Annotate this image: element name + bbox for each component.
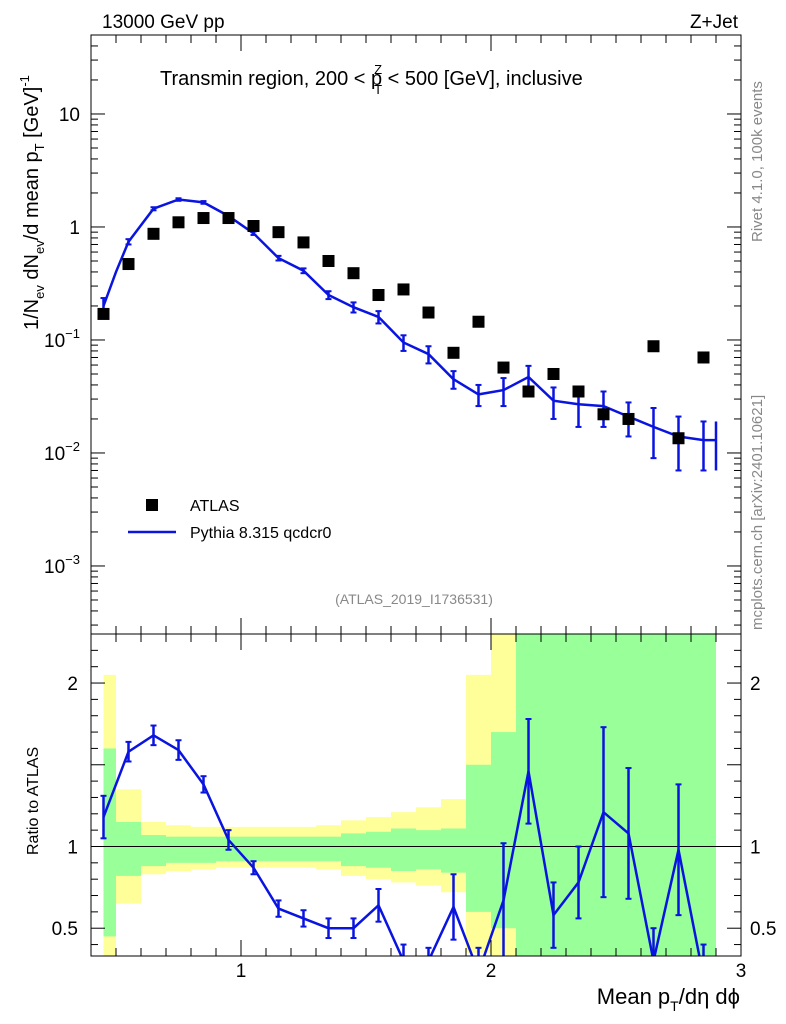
ratio-y-tick-label-right: 2 bbox=[750, 674, 761, 695]
atlas-point bbox=[647, 340, 660, 353]
ratio-uncertainty-bands bbox=[103, 634, 716, 956]
atlas-point bbox=[172, 216, 185, 229]
mcplots-label: mcplots.cern.ch [arXiv:2401.10621] bbox=[749, 395, 766, 630]
ratio-band-inner bbox=[291, 836, 316, 862]
atlas-point bbox=[97, 307, 110, 320]
ratio-x-tick-labels: 1 2 3 bbox=[236, 961, 747, 982]
ratio-band-inner bbox=[466, 764, 491, 912]
atlas-point bbox=[297, 236, 310, 249]
ratio-band-inner bbox=[691, 634, 716, 956]
main-y-tick-labels: 10 1 10−1 10−2 10−3 bbox=[44, 105, 80, 578]
atlas-point bbox=[397, 283, 410, 296]
atlas-point bbox=[697, 351, 710, 364]
ratio-y-tick-label-right: 0.5 bbox=[750, 919, 776, 940]
atlas-point bbox=[372, 289, 385, 302]
main-y-tick-label: 10−3 bbox=[44, 552, 80, 578]
atlas-point bbox=[522, 385, 535, 398]
ratio-x-tick-label: 3 bbox=[736, 961, 747, 982]
atlas-point bbox=[672, 432, 685, 445]
ratio-y-tick-label-right: 1 bbox=[750, 837, 761, 858]
ratio-band-inner bbox=[416, 830, 441, 870]
ratio-band-inner bbox=[141, 835, 166, 867]
atlas-point bbox=[247, 220, 260, 233]
energy-label: 13000 GeV pp bbox=[102, 12, 225, 33]
atlas-point bbox=[622, 412, 635, 425]
ratio-band-inner bbox=[341, 833, 366, 867]
main-frame bbox=[90, 34, 742, 635]
title-sub: T bbox=[374, 82, 382, 97]
plot-title: Transmin region, 200 < pZ T < 500 [GeV], … bbox=[160, 62, 583, 97]
main-y-axis-label: 1/Nev dNev/d mean pT [GeV]-1 bbox=[17, 75, 47, 330]
atlas-point bbox=[472, 315, 485, 328]
legend: ATLAS Pythia 8.315 qcdcr0 bbox=[128, 498, 332, 542]
legend-mc-label: Pythia 8.315 qcdcr0 bbox=[190, 525, 332, 542]
atlas-point bbox=[322, 254, 335, 267]
main-x-ticks bbox=[115, 35, 742, 634]
ratio-band-inner bbox=[366, 831, 391, 868]
ratio-panel: 0.5 0.5 1 1 2 2 1 2 3 Ratio to ATLAS Mean pT/dη… bbox=[25, 633, 777, 1014]
atlas-point bbox=[597, 408, 610, 421]
ratio-x-tick-label: 1 bbox=[236, 961, 247, 982]
ratio-x-tick-label: 2 bbox=[486, 961, 497, 982]
mc-line bbox=[102, 198, 716, 442]
main-y-tick-label: 10−1 bbox=[44, 326, 80, 352]
ratio-band-inner bbox=[391, 828, 416, 872]
main-y-tick-label: 10−2 bbox=[44, 439, 80, 465]
rivet-label: Rivet 4.1.0, 100k events bbox=[749, 81, 766, 242]
atlas-point bbox=[547, 367, 560, 380]
title-sup: Z bbox=[374, 62, 382, 77]
atlas-point bbox=[347, 267, 360, 280]
process-label: Z+Jet bbox=[690, 12, 739, 33]
mc-series bbox=[100, 197, 718, 472]
atlas-series bbox=[97, 212, 710, 445]
ratio-mc-series bbox=[100, 717, 707, 956]
ratio-band-inner bbox=[316, 836, 341, 862]
ratio-band-inner bbox=[641, 634, 666, 956]
main-panel: 10 1 10−1 10−2 10−3 Transmin region, 200 < p… bbox=[17, 34, 742, 635]
ratio-ticks bbox=[91, 633, 742, 956]
ratio-y-axis-label: Ratio to ATLAS bbox=[25, 747, 42, 855]
ratio-y-tick-label-left: 0.5 bbox=[52, 919, 78, 940]
analysis-id: (ATLAS_2019_I1736531) bbox=[335, 591, 493, 607]
ratio-band-inner bbox=[266, 836, 291, 862]
atlas-point bbox=[272, 226, 285, 239]
ratio-band-inner bbox=[191, 836, 216, 863]
ratio-y-tick-label-left: 1 bbox=[67, 837, 78, 858]
atlas-point bbox=[222, 212, 235, 225]
x-axis-label: Mean pT/dη dϕ bbox=[597, 984, 740, 1014]
ratio-band-inner bbox=[116, 821, 141, 876]
atlas-point bbox=[497, 361, 510, 374]
ratio-y-tick-label-left: 2 bbox=[67, 674, 78, 695]
main-y-tick-label: 10 bbox=[59, 105, 80, 126]
atlas-point bbox=[422, 306, 435, 319]
atlas-point bbox=[447, 346, 460, 359]
atlas-point bbox=[122, 258, 135, 271]
ratio-band-inner bbox=[166, 836, 191, 863]
legend-atlas-marker bbox=[146, 499, 158, 511]
ratio-mc-clip-group bbox=[100, 717, 707, 956]
atlas-point bbox=[197, 212, 210, 225]
ratio-y-tick-labels: 0.5 0.5 1 1 2 2 bbox=[52, 674, 777, 940]
main-y-ticks bbox=[91, 34, 741, 626]
main-y-tick-label: 1 bbox=[69, 218, 80, 239]
legend-atlas-label: ATLAS bbox=[190, 498, 240, 515]
atlas-point bbox=[572, 385, 585, 398]
atlas-point bbox=[147, 227, 160, 240]
ratio-band-inner bbox=[103, 748, 116, 937]
ratio-band-inner bbox=[441, 828, 466, 873]
